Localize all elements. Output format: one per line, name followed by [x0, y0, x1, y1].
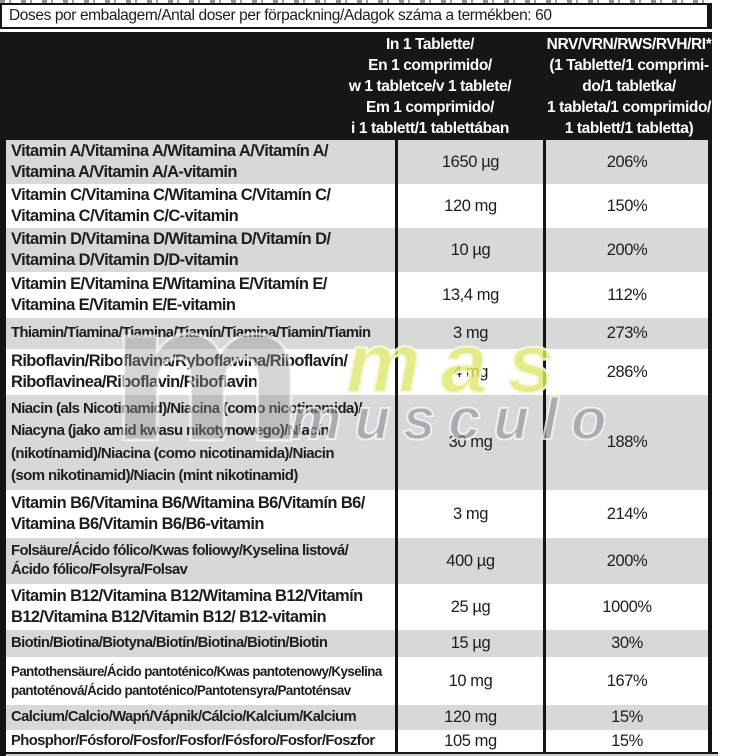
table-row-phosphorus: Phosphor/Fósforo/Fosfor/Fosfor/Fósforo/F… — [6, 730, 708, 752]
nutrient-nrv: 188% — [606, 433, 648, 451]
nutrient-nrv: 30% — [611, 634, 643, 652]
nutrient-nrv: 150% — [606, 196, 648, 215]
nutrient-amount: 120 mg — [398, 184, 546, 228]
table-row-calcium: Calcium/Calcio/Wapń/Vápnik/Cálcio/Kalciu… — [6, 705, 708, 730]
clipped-text-strip — [0, 0, 712, 3]
table-body: Vitamin A/Vitamina A/Witamina A/Vitamín … — [0, 140, 718, 756]
nutrient-nrv: 206% — [606, 152, 648, 171]
nutrient-name: Vitamin C/Vitamina C/Witamina C/Vitamín … — [6, 184, 398, 228]
nutrient-amount: 105 mg — [398, 730, 546, 752]
header-amount-per-tablet: In 1 Tablette/ En 1 comprimido/ w 1 tabl… — [348, 36, 512, 137]
nutrient-nrv: 1000% — [602, 597, 652, 616]
nutrient-name: Phosphor/Fósforo/Fosfor/Fosfor/Fósforo/F… — [6, 730, 398, 752]
nutrient-nrv: 286% — [606, 362, 648, 381]
nutrient-amount: 30 mg — [398, 395, 546, 490]
table-row-niacin: Niacin (als Nicotinamid)/Niacina (como n… — [6, 395, 708, 490]
nutrient-nrv: 200% — [606, 551, 648, 570]
servings-per-package-text: Doses por embalagem/Antal doser per förp… — [9, 7, 552, 24]
nutrient-amount: 10 µg — [398, 228, 546, 272]
table-row-vitamin-c: Vitamin C/Vitamina C/Witamina C/Vitamín … — [6, 184, 708, 228]
nutrient-name: Vitamin B12/Vitamina B12/Witamina B12/Vi… — [6, 584, 398, 630]
nutrient-nrv: 15% — [611, 708, 643, 726]
divider — [0, 29, 756, 32]
nutrient-name: Vitamin E/Vitamina E/Witamina E/Vitamín … — [6, 272, 398, 318]
nutrient-amount: 120 mg — [398, 705, 546, 730]
table-row-thiamin: Thiamin/Tiamina/Tiamina/Tiamín/Tiamina/T… — [6, 318, 708, 349]
nutrient-name: Vitamin A/Vitamina A/Witamina A/Vitamín … — [6, 140, 398, 184]
nutrient-nrv: 15% — [611, 731, 643, 750]
nutrient-amount: 25 µg — [398, 584, 546, 630]
table-row-folic-acid: Folsäure/Ácido fólico/Kwas foliowy/Kysel… — [6, 538, 708, 584]
nutrient-name: Niacin (als Nicotinamid)/Niacina (como n… — [6, 395, 398, 490]
nutrient-amount: 13,4 mg — [398, 272, 546, 318]
table-row-vitamin-b6: Vitamin B6/Vitamina B6/Witamina B6/Vitam… — [6, 490, 708, 538]
header-nrv: NRV/VRN/RWS/RVH/RI* (1 Tablette/1 compri… — [546, 36, 712, 137]
nutrient-amount: 3 mg — [398, 318, 546, 349]
table-row-vitamin-b12: Vitamin B12/Vitamina B12/Witamina B12/Vi… — [6, 584, 708, 630]
nutrient-amount: 1650 µg — [398, 140, 546, 184]
nutrient-amount: 10 mg — [398, 657, 546, 705]
table-row-vitamin-e: Vitamin E/Vitamina E/Witamina E/Vitamín … — [6, 272, 708, 318]
table-row-pantothenic-acid: Pantothensäure/Ácido pantoténico/Kwas pa… — [6, 657, 708, 705]
nutrient-nrv: 200% — [606, 240, 648, 259]
nutrient-name: Biotin/Biotina/Biotyna/Biotín/Biotina/Bi… — [6, 630, 398, 657]
nutrient-name: Thiamin/Tiamina/Tiamina/Tiamín/Tiamina/T… — [6, 318, 398, 349]
nutrient-amount: 3 mg — [398, 490, 546, 538]
nutrient-nrv: 167% — [606, 671, 648, 690]
table-row-riboflavin: Riboflavin/Riboflavina/Ryboflawina/Ribof… — [6, 349, 708, 395]
nutrient-nrv: 214% — [606, 504, 648, 523]
nutrient-name: Riboflavin/Riboflavina/Ryboflawina/Ribof… — [6, 349, 398, 395]
nutrient-amount: 15 µg — [398, 630, 546, 657]
nutrient-name: Vitamin D/Vitamina D/Witamina D/Vitamín … — [6, 228, 398, 272]
nutrient-name: Calcium/Calcio/Wapń/Vápnik/Cálcio/Kalciu… — [6, 705, 398, 730]
nutrient-name: Pantothensäure/Ácido pantoténico/Kwas pa… — [6, 657, 398, 705]
nutrient-amount: 4 mg — [398, 349, 546, 395]
clipped-next-row-strip — [6, 752, 718, 756]
table-row-vitamin-d: Vitamin D/Vitamina D/Witamina D/Vitamín … — [6, 228, 708, 272]
table-row-vitamin-a: Vitamin A/Vitamina A/Witamina A/Vitamín … — [6, 140, 708, 184]
servings-per-package-bar: Doses por embalagem/Antal doser per förp… — [0, 3, 712, 29]
nutrient-amount: 400 µg — [398, 538, 546, 584]
table-header: In 1 Tablette/ En 1 comprimido/ w 1 tabl… — [0, 32, 712, 140]
nutrient-nrv: 112% — [607, 285, 647, 304]
nutrient-name: Folsäure/Ácido fólico/Kwas foliowy/Kysel… — [6, 538, 398, 584]
nutrient-nrv: 273% — [606, 324, 648, 342]
nutrient-name: Vitamin B6/Vitamina B6/Witamina B6/Vitam… — [6, 490, 398, 538]
table-row-biotin: Biotin/Biotina/Biotyna/Biotín/Biotina/Bi… — [6, 630, 708, 657]
